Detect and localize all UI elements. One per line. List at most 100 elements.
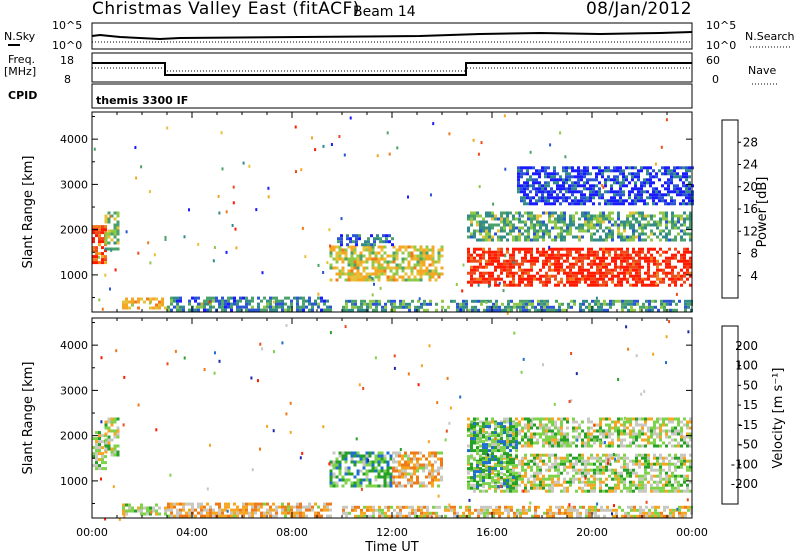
data-cell <box>589 190 592 194</box>
data-cell <box>188 511 191 515</box>
data-cell <box>296 511 299 515</box>
data-cell <box>527 274 530 278</box>
data-cell <box>506 268 509 272</box>
data-cell <box>584 217 587 221</box>
data-cell <box>533 262 536 266</box>
data-cell <box>629 429 632 433</box>
data-cell <box>589 184 592 188</box>
data-cell <box>509 462 512 466</box>
data-cell <box>674 247 677 251</box>
data-cell <box>194 308 197 312</box>
data-cell <box>668 468 671 472</box>
data-cell <box>665 483 668 487</box>
data-cell <box>632 229 635 233</box>
data-cell <box>530 250 533 254</box>
data-cell <box>641 477 644 481</box>
data-cell <box>629 435 632 439</box>
data-cell <box>95 255 98 259</box>
data-cell <box>677 432 680 436</box>
data-cell <box>650 280 653 284</box>
data-cell <box>665 262 668 266</box>
data-cell <box>563 238 566 242</box>
data-cell <box>650 214 653 218</box>
data-cell <box>503 114 506 118</box>
data-cell <box>557 280 560 284</box>
data-cell <box>648 308 651 312</box>
data-cell <box>356 451 360 455</box>
data-cell <box>581 235 584 239</box>
data-cell <box>374 469 378 473</box>
data-cell <box>541 190 544 194</box>
data-cell <box>569 277 572 281</box>
data-cell <box>571 169 574 173</box>
data-cell <box>554 277 557 281</box>
data-cell <box>504 508 507 512</box>
data-cell <box>491 417 494 421</box>
data-cell <box>545 477 548 481</box>
data-cell <box>104 247 108 251</box>
data-cell <box>420 508 423 512</box>
data-cell <box>524 268 527 272</box>
data-cell <box>371 469 375 473</box>
data-cell <box>422 272 426 276</box>
data-cell <box>377 460 381 464</box>
data-cell <box>236 505 239 509</box>
data-cell <box>629 283 632 287</box>
data-cell <box>399 302 402 306</box>
data-cell <box>656 426 659 430</box>
data-cell <box>587 441 590 445</box>
data-cell <box>557 444 560 448</box>
data-cell <box>586 196 589 200</box>
data-cell <box>485 235 488 239</box>
data-cell <box>587 256 590 260</box>
data-cell <box>638 474 641 478</box>
data-cell <box>425 245 429 249</box>
data-cell <box>623 226 626 230</box>
data-cell <box>602 274 605 278</box>
data-cell <box>281 511 284 515</box>
data-cell <box>632 214 635 218</box>
data-cell <box>476 223 479 227</box>
data-cell <box>620 250 623 254</box>
data-cell <box>329 481 333 485</box>
data-cell <box>688 202 691 206</box>
data-cell <box>613 196 616 200</box>
data-cell <box>659 432 662 436</box>
data-cell <box>569 214 572 218</box>
data-cell <box>680 453 683 457</box>
data-cell <box>239 508 242 512</box>
data-cell <box>656 462 659 466</box>
data-cell <box>410 245 414 249</box>
data-cell <box>590 214 593 218</box>
data-cell <box>113 229 117 233</box>
data-cell <box>689 459 692 463</box>
data-cell <box>586 172 589 176</box>
data-cell <box>629 489 632 493</box>
data-cell <box>401 266 405 270</box>
data-cell <box>685 187 688 191</box>
data-cell <box>365 454 369 458</box>
data-cell <box>674 417 677 421</box>
data-cell <box>596 468 599 472</box>
data-cell <box>426 511 429 515</box>
data-cell <box>485 476 488 480</box>
data-cell <box>571 175 574 179</box>
data-cell <box>577 175 580 179</box>
data-cell <box>470 235 473 239</box>
data-cell <box>104 426 108 430</box>
data-cell <box>212 296 215 300</box>
data-cell <box>542 238 545 242</box>
data-cell <box>479 435 482 439</box>
data-cell <box>541 199 544 203</box>
data-cell <box>302 308 305 312</box>
data-cell <box>188 302 191 306</box>
data-cell <box>644 417 647 421</box>
data-cell <box>590 226 593 230</box>
data-cell <box>149 297 152 301</box>
data-cell <box>614 474 617 478</box>
data-cell <box>591 299 594 303</box>
data-cell <box>355 237 358 241</box>
data-cell <box>407 472 410 476</box>
data-cell <box>587 223 590 227</box>
data-cell <box>512 247 515 251</box>
